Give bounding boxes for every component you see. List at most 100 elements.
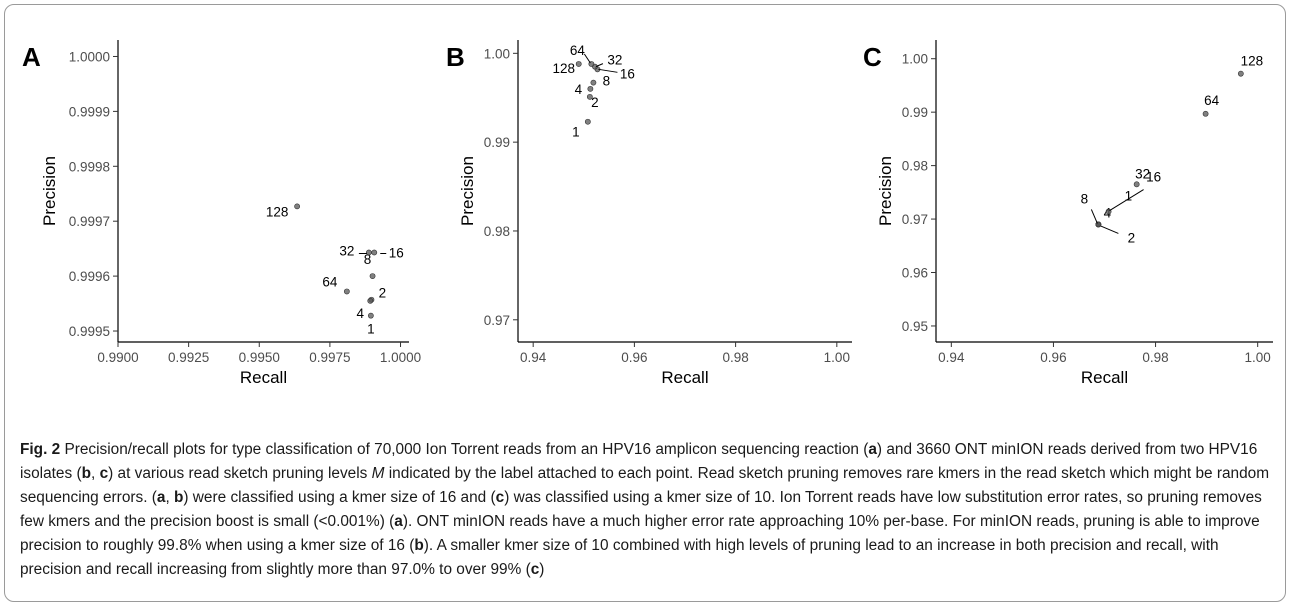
caption-panel-ref: b <box>174 489 184 506</box>
data-point <box>575 61 582 67</box>
point-label: 4 <box>575 82 583 97</box>
caption-segment: ). A smaller kmer size of 10 combined wi… <box>20 537 1219 578</box>
x-tick-label: 0.98 <box>722 350 748 365</box>
caption-segment: Precision/recall plots for type classifi… <box>60 441 869 458</box>
caption-panel-ref: c <box>530 561 540 578</box>
y-axis-title: Precision <box>458 156 477 226</box>
figure-svg: A 0.9900 0.9925 0.9950 0.9975 1.0000 0.9995 0.9… <box>22 40 1273 387</box>
y-tick-label: 0.98 <box>902 159 928 174</box>
point-label: 64 <box>322 274 338 289</box>
label-leader-line <box>598 68 618 73</box>
y-tick-label: 0.9995 <box>69 324 110 339</box>
point-label: 2 <box>379 286 387 301</box>
x-tick-label: 1.00 <box>1245 350 1271 365</box>
point-label: 32 <box>607 53 622 68</box>
caption-segment: , <box>91 465 100 482</box>
data-point <box>1237 70 1244 77</box>
point-label: 64 <box>570 43 586 58</box>
caption-segment: ) and 3660 ONT minION reads derived from… <box>20 441 1258 482</box>
x-tick-label: 0.96 <box>621 350 647 365</box>
caption-panel-ref: a <box>868 441 877 458</box>
point-label: 16 <box>1146 170 1161 185</box>
y-tick-label: 0.98 <box>484 224 510 239</box>
point-label: 128 <box>1241 54 1264 69</box>
y-tick-label: 0.99 <box>902 105 928 120</box>
caption-segment: , <box>165 489 174 506</box>
point-label: 8 <box>1081 191 1089 206</box>
point-label: 16 <box>389 245 404 260</box>
x-tick-label: 0.94 <box>938 350 965 365</box>
caption-panel-ref: a <box>394 513 403 530</box>
y-tick-label: 1.00 <box>902 52 928 67</box>
caption-segment: indicated by the label attached to each … <box>20 465 1270 506</box>
caption-text: Precision/recall plots for type classifi… <box>20 441 1269 578</box>
caption-panel-ref: b <box>414 537 424 554</box>
point-label: 4 <box>357 306 365 321</box>
point-label: 8 <box>364 252 372 267</box>
x-tick-label: 1.0000 <box>380 350 421 365</box>
point-label: 32 <box>339 243 354 258</box>
caption-fig-label: Fig. 2 <box>20 441 61 458</box>
data-point <box>371 249 378 256</box>
y-tick-label: 0.99 <box>484 135 510 150</box>
data-point <box>343 288 350 295</box>
caption-segment: M <box>371 465 385 482</box>
caption-segment: ) <box>539 561 545 578</box>
caption-segment: ) was classified using a kmer size of 10… <box>20 489 1262 530</box>
data-point <box>584 118 591 125</box>
x-axis-title: Recall <box>1081 368 1128 387</box>
point-label: 2 <box>1128 230 1136 245</box>
y-tick-label: 0.9999 <box>69 104 110 119</box>
point-label: 1 <box>572 125 580 140</box>
data-point <box>590 79 597 86</box>
x-tick-label: 0.9900 <box>97 350 138 365</box>
x-tick-label: 0.9975 <box>309 350 350 365</box>
y-tick-label: 0.9996 <box>69 269 110 284</box>
point-label: 128 <box>552 61 575 76</box>
label-leader-line <box>1090 209 1098 224</box>
panel-label: C <box>863 42 882 72</box>
panel-label: A <box>22 42 41 72</box>
x-tick-label: 0.9925 <box>168 350 209 365</box>
x-tick-label: 0.94 <box>520 350 547 365</box>
x-tick-label: 1.00 <box>824 350 850 365</box>
x-axis-title: Recall <box>240 368 287 387</box>
y-tick-label: 0.9998 <box>69 159 110 174</box>
y-tick-label: 0.9997 <box>69 214 110 229</box>
y-tick-label: 0.96 <box>902 266 928 281</box>
data-point <box>1202 110 1209 117</box>
data-point <box>294 203 301 210</box>
data-point <box>587 85 594 92</box>
point-label: 2 <box>591 95 599 110</box>
x-tick-label: 0.9950 <box>239 350 280 365</box>
point-label: 1 <box>367 322 375 337</box>
data-point <box>586 93 593 100</box>
point-label: 32 <box>1135 166 1150 181</box>
data-point <box>367 297 374 304</box>
caption-segment: ). ONT minION reads have a much higher e… <box>20 513 1260 554</box>
point-label: 1 <box>1125 188 1133 203</box>
caption-panel-ref: b <box>81 465 91 482</box>
x-tick-label: 0.98 <box>1142 350 1168 365</box>
data-point <box>1133 181 1140 188</box>
point-label: 8 <box>603 74 611 89</box>
data-point <box>369 273 376 280</box>
figure-caption: Fig. 2 Precision/recall plots for type c… <box>20 438 1270 582</box>
chart-panel-a: A 0.9900 0.9925 0.9950 0.9975 1.0000 0.9995 0.9… <box>22 40 421 387</box>
chart-panel-c: C 0.94 0.96 0.98 1.00 0.95 0.96 0.97 0.98 0.99 1.0… <box>863 40 1273 387</box>
x-tick-label: 0.96 <box>1040 350 1066 365</box>
data-point <box>367 312 374 319</box>
label-leader-line <box>595 63 604 68</box>
y-axis-title: Precision <box>876 156 895 226</box>
caption-segment: ) were classified using a kmer size of 1… <box>183 489 496 506</box>
label-leader-line <box>583 53 591 64</box>
data-point <box>365 249 372 256</box>
caption-panel-ref: c <box>495 489 505 506</box>
y-tick-label: 0.97 <box>484 313 510 328</box>
caption-panel-ref: c <box>99 465 109 482</box>
x-axis-title: Recall <box>661 368 708 387</box>
point-label: 16 <box>620 66 635 81</box>
label-leader-line <box>1109 189 1144 212</box>
y-tick-label: 0.97 <box>902 212 928 227</box>
label-leader-line <box>1099 224 1119 234</box>
